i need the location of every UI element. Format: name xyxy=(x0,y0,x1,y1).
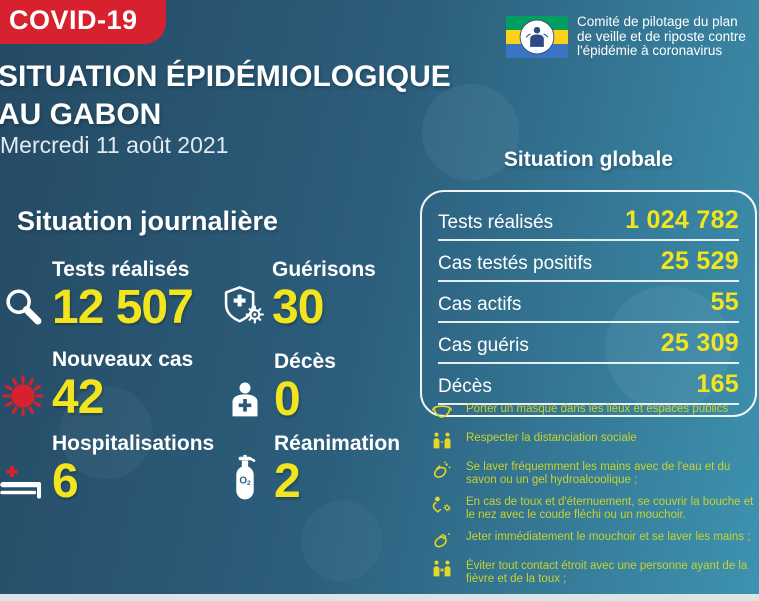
stat-guerisons: Guérisons 30 xyxy=(220,258,376,334)
row-value: 25 309 xyxy=(660,329,739,357)
row-label: Décès xyxy=(438,376,492,397)
row-label: Cas actifs xyxy=(438,294,522,315)
table-row: Cas testés positifs 25 529 xyxy=(438,241,739,282)
page-title-line2: AU GABON xyxy=(0,98,162,131)
stat-value: 12 507 xyxy=(52,281,194,334)
table-row: Décès 165 xyxy=(438,364,739,405)
stat-label: Hospitalisations xyxy=(52,432,215,455)
shield-virus-icon xyxy=(224,286,264,324)
row-label: Tests réalisés xyxy=(438,212,554,233)
global-section-heading: Situation globale xyxy=(503,148,674,171)
page-title-line1: SITUATION ÉPIDÉMIOLOGIQUE xyxy=(0,60,451,93)
committee-name-line2: de veille et de riposte contre xyxy=(577,28,746,44)
throw-tissue-icon xyxy=(434,533,450,548)
list-item: En cas de toux et d'éternuement, se couv… xyxy=(431,494,757,522)
recommendation-text: Respecter la distanciation sociale xyxy=(466,432,637,444)
list-item: Jeter immédiatement le mouchoir et se la… xyxy=(431,529,757,551)
flag-emblem xyxy=(519,19,555,55)
mask-icon xyxy=(432,405,452,418)
stat-value: 0 xyxy=(274,373,301,426)
stat-value: 6 xyxy=(52,455,79,508)
stat-deces: Décès 0 xyxy=(222,350,336,426)
row-value: 165 xyxy=(696,370,739,398)
stat-label: Décès xyxy=(274,350,336,373)
report-date: Mercredi 11 août 2021 xyxy=(0,132,229,158)
list-item: Se laver fréquemment les mains avec de l… xyxy=(431,459,757,487)
magnifier-icon xyxy=(6,289,42,325)
stat-value: 42 xyxy=(52,371,104,424)
stat-tests-realises: Tests réalisés 12 507 xyxy=(0,258,194,334)
stat-label: Réanimation xyxy=(274,432,401,455)
emblem-seal-icon xyxy=(519,19,555,55)
list-item: Porter un masque dans les lieux et espac… xyxy=(431,401,757,423)
cough-elbow-icon xyxy=(432,496,451,513)
person-cross-icon xyxy=(232,382,258,417)
table-row: Cas guéris 25 309 xyxy=(438,323,739,364)
social-distancing-icon xyxy=(433,432,451,449)
wash-hands-icon xyxy=(433,461,451,478)
stat-label: Nouveaux cas xyxy=(52,348,194,371)
gabon-flag xyxy=(506,15,568,58)
avoid-contact-icon xyxy=(433,560,451,577)
committee-name: Comité de pilotage du plan de veille et … xyxy=(577,14,746,59)
recommendations-list: Porter un masque dans les lieux et espac… xyxy=(431,401,757,601)
row-label: Cas testés positifs xyxy=(438,253,593,274)
oxygen-tank-icon: O2 xyxy=(236,454,256,500)
list-item: Respecter la distanciation sociale xyxy=(431,430,757,452)
table-row: Tests réalisés 1 024 782 xyxy=(438,200,739,241)
recommendation-text: Porter un masque dans les lieux et espac… xyxy=(466,403,729,415)
row-label: Cas guéris xyxy=(438,335,529,356)
bottom-bar xyxy=(0,594,759,601)
hospital-bed-icon xyxy=(0,465,42,499)
stat-label: Guérisons xyxy=(272,258,376,281)
recommendation-text: Éviter tout contact étroit avec une pers… xyxy=(466,560,748,585)
page-title: SITUATION ÉPIDÉMIOLOGIQUE AU GABON xyxy=(0,58,451,134)
list-item: Éviter tout contact étroit avec une pers… xyxy=(431,558,757,586)
covid-badge: COVID-19 xyxy=(0,0,166,44)
daily-section-heading: Situation journalière xyxy=(17,206,279,236)
stat-nouveaux-cas: Nouveaux cas 42 xyxy=(0,348,194,424)
recommendation-text: En cas de toux et d'éternuement, se couv… xyxy=(466,496,754,521)
global-stats-table: Tests réalisés 1 024 782 Cas testés posi… xyxy=(420,190,757,417)
virus-icon xyxy=(2,375,44,417)
stat-value: 30 xyxy=(272,281,324,334)
recommendation-text: Jeter immédiatement le mouchoir et se la… xyxy=(466,531,751,543)
stat-hospitalisations: Hospitalisations 6 xyxy=(0,432,215,508)
committee-name-line3: l'épidémie à coronavirus xyxy=(577,43,723,58)
table-row: Cas actifs 55 xyxy=(438,282,739,323)
recommendation-text: Se laver fréquemment les mains avec de l… xyxy=(466,461,731,486)
committee-name-line1: Comité de pilotage du plan xyxy=(577,14,738,29)
svg-text:O2: O2 xyxy=(239,476,251,488)
row-value: 25 529 xyxy=(660,247,739,275)
stat-reanimation: O2 Réanimation 2 xyxy=(222,432,401,508)
stat-value: 2 xyxy=(274,455,301,508)
stat-label: Tests réalisés xyxy=(52,258,190,281)
row-value: 55 xyxy=(710,288,739,316)
row-value: 1 024 782 xyxy=(625,206,739,234)
committee-logo-block: Comité de pilotage du plan de veille et … xyxy=(506,14,759,59)
